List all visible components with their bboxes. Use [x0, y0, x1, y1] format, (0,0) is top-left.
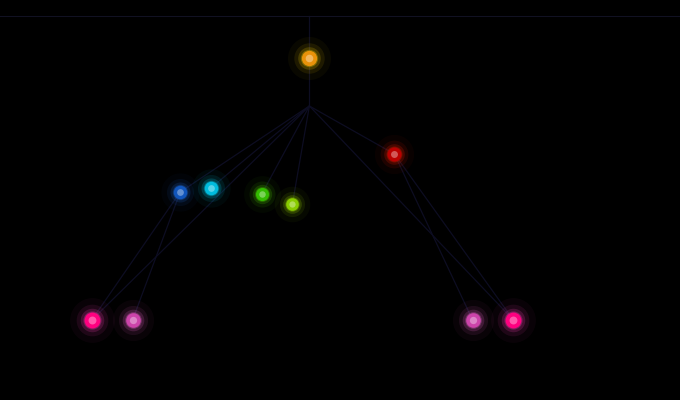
Point	[127, 317, 138, 323]
Point	[467, 317, 478, 323]
Point	[467, 317, 478, 323]
Point	[256, 191, 267, 197]
Point	[175, 189, 186, 195]
Point	[304, 55, 315, 61]
Point	[508, 317, 519, 323]
Point	[287, 201, 298, 207]
Point	[127, 317, 138, 323]
Point	[508, 317, 519, 323]
Point	[389, 151, 400, 157]
Point	[287, 201, 298, 207]
Point	[389, 151, 400, 157]
Point	[508, 317, 519, 323]
Point	[205, 185, 216, 191]
Point	[467, 317, 478, 323]
Point	[304, 55, 315, 61]
Point	[256, 191, 267, 197]
Point	[287, 201, 298, 207]
Point	[287, 201, 298, 207]
Point	[127, 317, 138, 323]
Point	[205, 185, 216, 191]
Point	[86, 317, 97, 323]
Point	[389, 151, 400, 157]
Point	[389, 151, 400, 157]
Point	[86, 317, 97, 323]
Point	[205, 185, 216, 191]
Point	[256, 191, 267, 197]
Point	[205, 185, 216, 191]
Point	[127, 317, 138, 323]
Point	[389, 151, 400, 157]
Point	[508, 317, 519, 323]
Point	[175, 189, 186, 195]
Point	[86, 317, 97, 323]
Point	[205, 185, 216, 191]
Point	[127, 317, 138, 323]
Point	[256, 191, 267, 197]
Point	[304, 55, 315, 61]
Point	[175, 189, 186, 195]
Point	[86, 317, 97, 323]
Point	[127, 317, 138, 323]
Point	[175, 189, 186, 195]
Point	[304, 55, 315, 61]
Point	[467, 317, 478, 323]
Point	[508, 317, 519, 323]
Point	[287, 201, 298, 207]
Point	[175, 189, 186, 195]
Point	[256, 191, 267, 197]
Point	[304, 55, 315, 61]
Point	[175, 189, 186, 195]
Point	[287, 201, 298, 207]
Point	[508, 317, 519, 323]
Point	[86, 317, 97, 323]
Point	[304, 55, 315, 61]
Point	[389, 151, 400, 157]
Point	[467, 317, 478, 323]
Point	[86, 317, 97, 323]
Point	[205, 185, 216, 191]
Point	[256, 191, 267, 197]
Point	[467, 317, 478, 323]
